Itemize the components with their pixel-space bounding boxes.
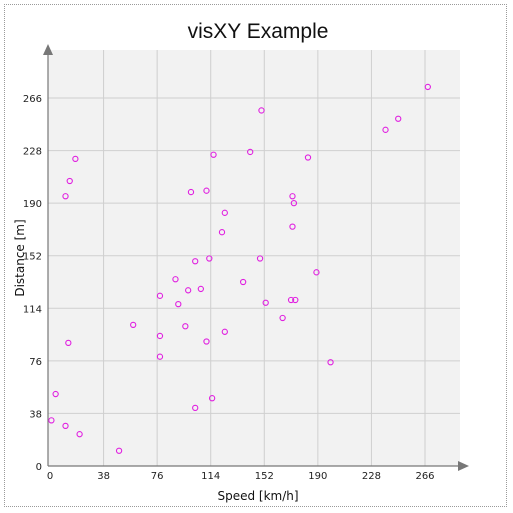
data-point <box>192 404 199 412</box>
x-tick-label: 152 <box>255 471 274 482</box>
x-tick-label: 228 <box>362 471 381 482</box>
y-tick-label: 114 <box>23 304 42 315</box>
x-tick-label: 76 <box>151 471 164 482</box>
data-point <box>290 199 298 207</box>
data-point <box>289 193 296 200</box>
data-point <box>185 287 192 294</box>
data-point <box>287 296 295 304</box>
data-point <box>156 292 164 299</box>
data-point <box>262 299 269 306</box>
data-point <box>218 229 226 236</box>
x-axis-label: Speed [km/h] <box>217 489 298 503</box>
data-point <box>247 148 254 156</box>
chart-title: visXY Example <box>188 20 329 43</box>
y-axis-label: Distance [m] <box>13 219 27 296</box>
data-point <box>175 300 182 308</box>
x-tick-labels: 0 38 76 114 152 190 228 266 <box>47 471 435 482</box>
data-point <box>258 107 265 114</box>
axes <box>43 44 469 471</box>
x-tick-label: 38 <box>97 471 110 482</box>
y-tick-label: 152 <box>23 252 42 263</box>
data-point <box>65 339 72 347</box>
data-point <box>327 359 334 366</box>
data-point <box>206 255 213 262</box>
x-tick-label: 0 <box>47 471 53 482</box>
data-point <box>203 338 210 345</box>
data-point <box>66 177 73 185</box>
data-point <box>210 151 217 158</box>
plot-area <box>48 50 460 466</box>
data-points <box>48 83 431 454</box>
data-point <box>72 155 79 163</box>
x-tick-label: 114 <box>201 471 220 482</box>
data-point <box>52 390 59 398</box>
data-point <box>221 209 228 216</box>
data-point <box>292 296 299 304</box>
data-point <box>62 422 69 430</box>
y-tick-label: 190 <box>23 199 42 210</box>
data-point <box>197 285 204 293</box>
y-tick-label: 76 <box>29 357 42 368</box>
data-point <box>221 328 228 335</box>
data-point <box>203 187 210 194</box>
data-point <box>156 332 164 340</box>
data-point <box>76 431 83 438</box>
data-point <box>192 258 199 265</box>
data-point <box>239 278 247 286</box>
data-point <box>279 314 286 322</box>
data-point <box>115 447 123 454</box>
x-axis-arrow-icon <box>458 461 469 471</box>
y-axis-arrow-icon <box>43 44 53 55</box>
data-point <box>313 269 320 276</box>
data-point <box>208 395 216 402</box>
data-point <box>256 255 264 262</box>
data-point <box>424 83 431 91</box>
data-point <box>172 276 179 283</box>
y-tick-label: 38 <box>29 409 42 420</box>
data-point <box>289 223 296 230</box>
grid-lines <box>48 50 460 466</box>
data-point <box>187 188 195 196</box>
data-point <box>395 115 402 122</box>
y-tick-label: 266 <box>23 94 42 105</box>
y-tick-label: 228 <box>23 147 42 158</box>
data-point <box>156 353 164 360</box>
data-point <box>130 321 137 329</box>
y-tick-label: 0 <box>36 462 42 473</box>
data-point <box>304 154 312 161</box>
data-point <box>382 126 389 133</box>
x-tick-label: 266 <box>415 471 434 482</box>
y-tick-labels: 0 38 76 114 152 190 228 266 <box>23 94 42 473</box>
data-point <box>62 193 69 200</box>
x-tick-label: 190 <box>308 471 327 482</box>
data-point <box>48 417 55 424</box>
data-point <box>182 323 189 330</box>
